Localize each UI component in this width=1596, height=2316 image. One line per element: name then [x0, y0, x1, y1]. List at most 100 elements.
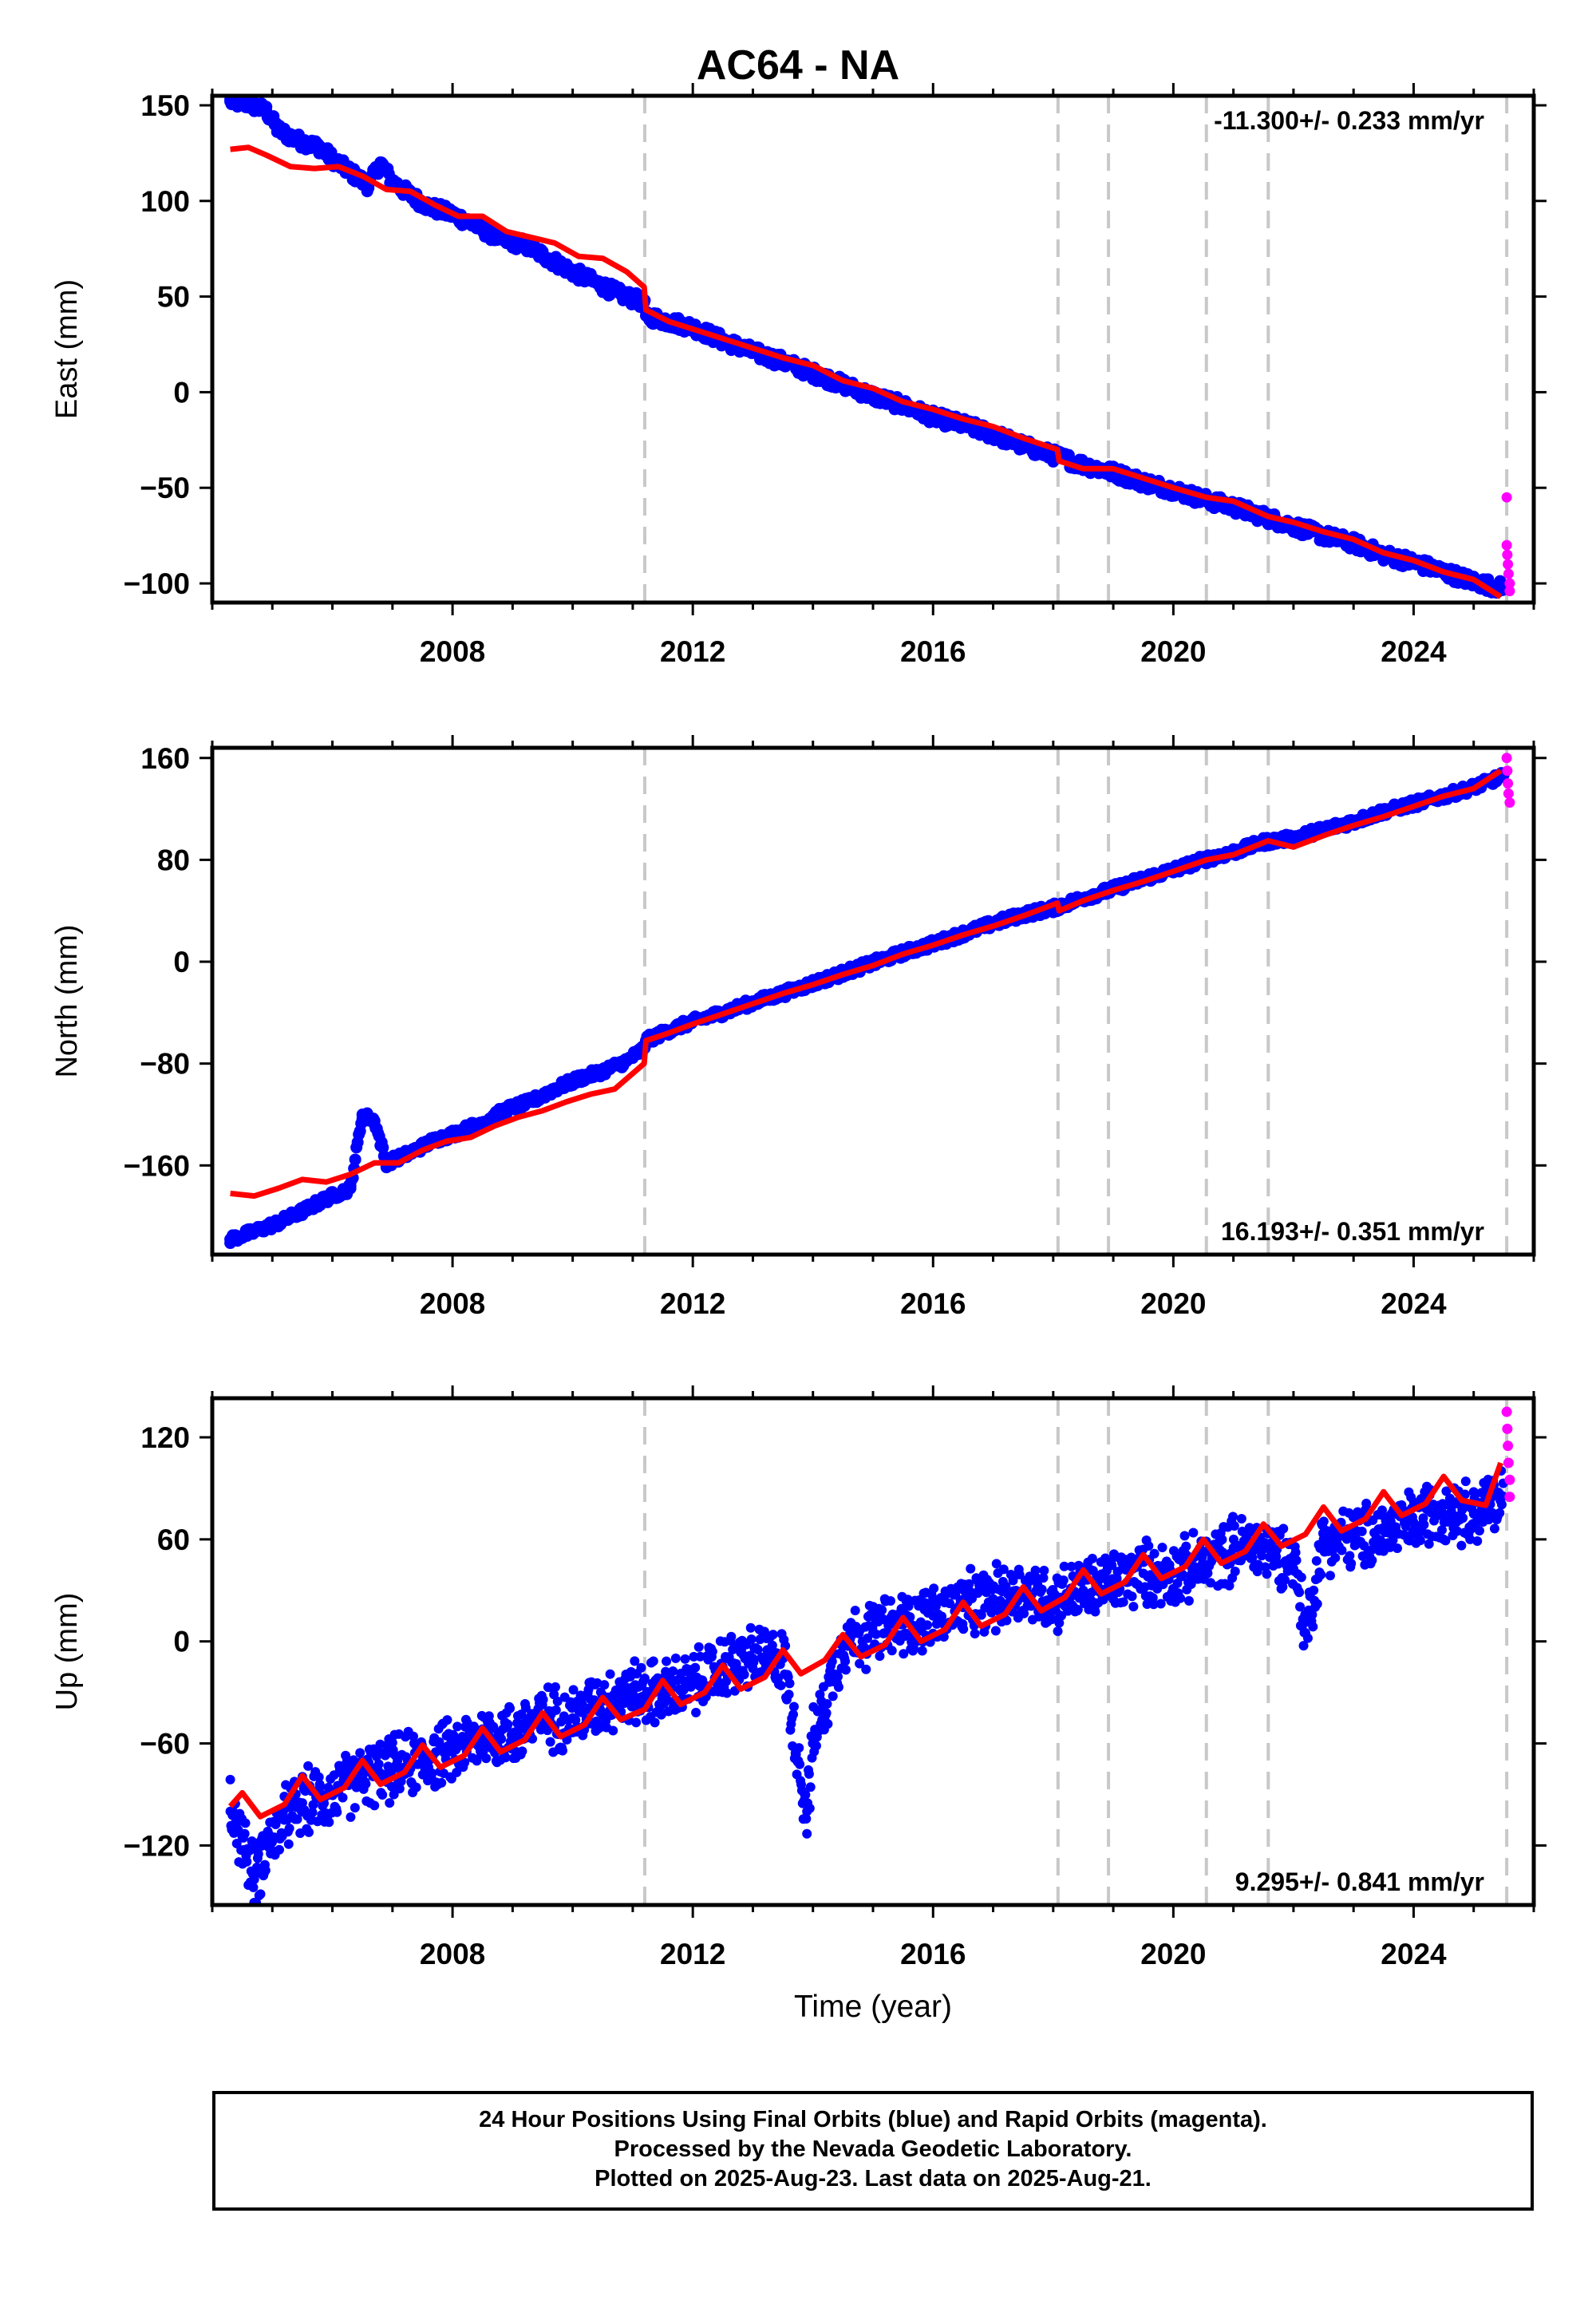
final-orbit-point — [661, 1666, 671, 1677]
final-orbit-point — [1107, 1560, 1117, 1571]
final-orbit-point — [427, 1768, 437, 1778]
model-line — [227, 1461, 1503, 1820]
final-orbit-point — [460, 1757, 470, 1768]
final-orbit-point — [822, 1698, 832, 1709]
final-orbit-point — [875, 1651, 885, 1662]
y-tick-label: −100 — [124, 567, 190, 600]
final-orbit-point — [1346, 1559, 1357, 1569]
final-orbit-point — [242, 1856, 252, 1867]
final-orbit-point — [592, 1678, 602, 1688]
final-orbit-point — [1495, 1508, 1505, 1518]
final-orbit-point — [1183, 1595, 1194, 1606]
final-orbit-point — [524, 1096, 537, 1109]
y-tick-label: 150 — [140, 89, 190, 122]
final-orbit-point — [800, 1789, 811, 1800]
final-orbit-point — [823, 1719, 833, 1729]
final-orbit-point — [550, 1682, 560, 1692]
final-orbit-point — [307, 1807, 318, 1817]
final-orbit-point — [225, 1774, 235, 1784]
final-orbit-point — [275, 1844, 285, 1855]
final-orbit-point — [1257, 1551, 1267, 1561]
final-orbit-point — [292, 1814, 302, 1824]
x-tick-label: 2024 — [1381, 1938, 1447, 1970]
final-orbit-point — [1175, 1593, 1186, 1603]
final-orbit-point — [1144, 1541, 1154, 1551]
x-tick-label: 2016 — [900, 1938, 966, 1970]
final-orbit-point — [833, 1682, 843, 1692]
final-orbit-point — [1474, 1526, 1484, 1536]
final-orbit-point — [252, 1862, 263, 1872]
final-orbit-point — [631, 1717, 642, 1728]
final-orbit-point — [1452, 1526, 1462, 1536]
plot-area — [224, 748, 1515, 1255]
final-orbit-point — [988, 1594, 998, 1604]
final-orbit-point — [958, 1624, 969, 1634]
y-axis-label: East (mm) — [50, 279, 84, 419]
final-orbit-point — [389, 1789, 399, 1800]
x-tick-label: 2020 — [1140, 1287, 1206, 1320]
final-orbit-point — [1318, 1516, 1329, 1527]
final-orbit-point — [248, 1882, 259, 1892]
final-orbit-point — [567, 265, 579, 278]
final-orbit-point — [225, 1806, 235, 1816]
final-orbit-point — [1385, 1542, 1395, 1552]
final-orbit-point — [1188, 1528, 1199, 1538]
footer-line-2: Processed by the Nevada Geodetic Laborat… — [614, 2136, 1132, 2162]
rapid-orbit-point — [1504, 1474, 1515, 1485]
final-orbit-point — [795, 1759, 805, 1769]
final-orbit-point — [753, 1645, 763, 1655]
final-orbit-point — [1053, 1626, 1063, 1637]
final-orbit-point — [1377, 1505, 1388, 1516]
final-orbit-point — [304, 1827, 314, 1837]
final-orbit-point — [1278, 1524, 1289, 1534]
final-orbit-point — [1078, 1585, 1088, 1595]
final-orbit-point — [976, 1610, 986, 1620]
final-orbit-point — [767, 1640, 777, 1650]
rapid-orbit-point — [1504, 797, 1515, 808]
final-orbit-point — [224, 1233, 237, 1246]
final-orbit-point — [315, 1781, 326, 1792]
final-orbit-point — [670, 1653, 681, 1663]
final-orbit-point — [242, 97, 255, 110]
final-orbit-point — [452, 1721, 463, 1732]
final-orbit-point — [1001, 1615, 1012, 1626]
rapid-orbit-point — [1502, 765, 1513, 777]
final-orbit-point — [991, 1559, 1001, 1569]
final-orbit-point — [804, 1769, 814, 1779]
final-orbit-point — [500, 1753, 511, 1763]
rapid-orbit-point — [1501, 492, 1512, 503]
x-axis-label: Time (year) — [794, 1990, 952, 2024]
y-tick-label: −60 — [140, 1728, 190, 1761]
final-orbit-point — [1311, 1555, 1321, 1566]
final-orbit-point — [387, 1764, 397, 1774]
footer-box: 24 Hour Positions Using Final Orbits (bl… — [212, 2091, 1534, 2211]
final-orbit-point — [1059, 1561, 1069, 1571]
rapid-orbit-point — [1504, 586, 1515, 597]
final-orbit-point — [344, 1182, 357, 1195]
final-orbit-point — [739, 1670, 749, 1680]
final-orbit-point — [543, 252, 555, 265]
final-orbit-point — [748, 1654, 758, 1664]
x-tick-label: 2012 — [660, 1938, 725, 1970]
y-tick-label: 100 — [140, 185, 190, 218]
final-orbit-point — [840, 1665, 851, 1675]
final-orbit-point — [374, 156, 387, 169]
final-orbit-point — [1230, 1567, 1240, 1577]
final-orbit-point — [964, 1579, 974, 1589]
final-orbit-point — [1465, 1534, 1476, 1544]
final-orbit-point — [1295, 1602, 1306, 1612]
final-orbit-point — [855, 1658, 865, 1669]
final-orbit-point — [1468, 1508, 1479, 1519]
y-tick-label: −160 — [124, 1149, 190, 1182]
final-orbit-point — [788, 1701, 799, 1712]
x-tick-label: 2008 — [420, 1287, 485, 1320]
final-orbit-point — [283, 1839, 294, 1849]
final-orbit-point — [248, 1225, 261, 1238]
footer-line-1: 24 Hour Positions Using Final Orbits (bl… — [479, 2107, 1267, 2132]
final-orbit-point — [691, 1707, 701, 1717]
final-orbit-point — [417, 1755, 428, 1765]
final-orbit-point — [1127, 1591, 1137, 1602]
final-orbit-point — [1460, 1476, 1471, 1487]
final-orbit-point — [1296, 1572, 1306, 1583]
